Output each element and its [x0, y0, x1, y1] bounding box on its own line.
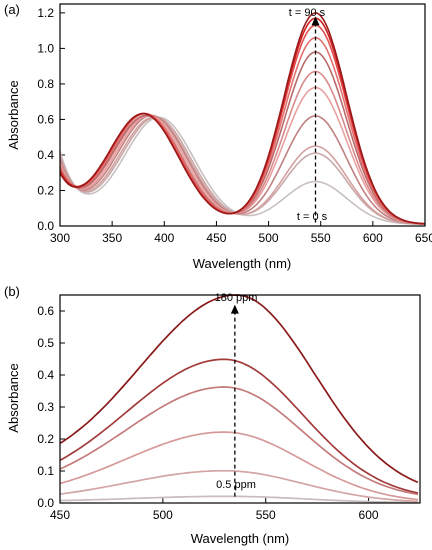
panel-b-series-line: [59, 386, 419, 496]
panel-b-xlabel: Wavelength (nm): [191, 531, 290, 546]
panel-b-ytick-label: 0.5: [37, 336, 54, 350]
panel-a-ytick-label: 0.2: [37, 183, 54, 197]
panel-a-series-line: [59, 86, 426, 225]
panel-a: (a) 300 350 400 450 500 550 600 650 0.0 0.2 0.4 0.6…: [4, 2, 432, 271]
panel-b-ytick-label: 0.3: [37, 400, 54, 414]
panel-b-frame: [59, 294, 421, 504]
panel-b-annot-bottom: 0.5 ppm: [216, 479, 256, 491]
panel-a-series-line: [59, 114, 426, 225]
panel-a-ytick-label: 1.2: [37, 6, 54, 20]
panel-b-arrow: [230, 304, 239, 497]
panel-b-xtick-label: 550: [256, 508, 276, 522]
panel-b-xtick-label: 600: [359, 508, 379, 522]
panel-a-arrow-head: [311, 16, 320, 26]
panel-a-xtick-label: 600: [363, 231, 383, 245]
panel-a-xtick-label: 450: [206, 231, 226, 245]
panel-a-xtick-label: 400: [154, 231, 174, 245]
panel-a-series-line: [59, 17, 426, 225]
panel-a-series: [59, 12, 426, 225]
panel-a-ytick-label: 0.0: [37, 219, 54, 233]
panel-b-series-line: [59, 469, 418, 503]
panel-a-series-line: [59, 116, 426, 225]
panel-a-series-line: [59, 51, 426, 225]
panel-a-ytick-label: 0.8: [37, 77, 54, 91]
panel-a-label: (a): [4, 2, 20, 17]
panel-a-xtick-label: 350: [102, 231, 122, 245]
panel-b-ticks: 450 500 550 600 0.0 0.1 0.2 0.3 0.4 0.5 0.6: [37, 304, 379, 522]
panel-b-ytick-label: 0.0: [37, 496, 54, 510]
panel-b-series-line: [59, 431, 418, 501]
panel-a-ytick-label: 0.4: [37, 148, 54, 162]
panel-b-xtick-label: 450: [50, 508, 70, 522]
panel-b-ytick-label: 0.6: [37, 304, 54, 318]
panel-a-ylabel: Absorbance: [6, 80, 21, 149]
panel-a-arrow: [311, 16, 320, 223]
panel-a-xtick-label: 300: [50, 231, 70, 245]
panel-a-xtick-label: 650: [415, 231, 432, 245]
panel-b-arrow-head: [230, 304, 239, 314]
panel-b-ylabel: Absorbance: [6, 363, 21, 432]
panel-a-annot-bottom: t = 0 s: [297, 211, 328, 223]
panel-b-ytick-label: 0.2: [37, 432, 54, 446]
panel-b-xtick-label: 500: [153, 508, 173, 522]
panel-b-series-line: [59, 495, 418, 504]
panel-a-xtick-label: 550: [311, 231, 331, 245]
panel-a-annot-top: t = 90 s: [289, 7, 326, 19]
panel-b-annot-top: 180 ppm: [215, 292, 258, 304]
panel-b-ytick-label: 0.1: [37, 464, 54, 478]
panel-a-ticks: 300 350 400 450 500 550 600 650 0.0 0.2 0.4 0.6 0.8 1…: [37, 6, 432, 245]
panel-a-ytick-label: 1.0: [37, 41, 54, 55]
panel-a-ytick-label: 0.6: [37, 112, 54, 126]
panel-a-xlabel: Wavelength (nm): [193, 256, 292, 271]
panel-b: (b) 450 500 550 600 0.0 0.1 0.2 0.3 0.4 0.5 0.6 Wa…: [4, 284, 421, 546]
panel-a-frame: [59, 3, 426, 227]
panel-a-series-line: [59, 12, 426, 225]
panel-b-series: [59, 294, 419, 504]
panel-b-ytick-label: 0.4: [37, 368, 54, 382]
panel-b-label: (b): [4, 284, 20, 299]
panel-a-xtick-label: 500: [259, 231, 279, 245]
panel-a-series-line: [59, 70, 426, 225]
panel-b-series-line: [59, 358, 419, 494]
